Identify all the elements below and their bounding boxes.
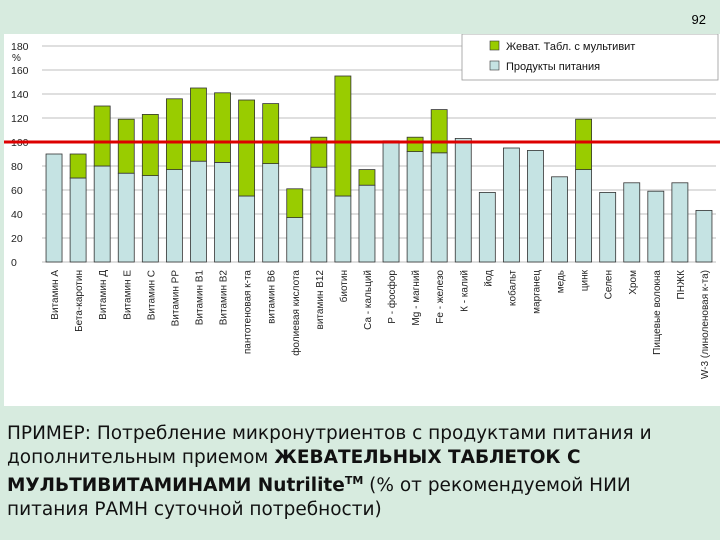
y-tick-label: 80 <box>11 161 23 173</box>
bar-supplement <box>117 118 135 174</box>
x-tick-label: кобальт <box>506 270 518 306</box>
x-tick-label: Витамин В2 <box>219 270 230 326</box>
legend-swatch <box>489 40 500 51</box>
legend-label: Продукты питания <box>506 61 600 73</box>
bar-food <box>623 182 641 263</box>
bar-food <box>430 152 448 263</box>
bar-food <box>454 138 472 263</box>
y-tick-label: 20 <box>11 233 23 245</box>
y-tick-label: 120 <box>11 113 29 125</box>
bar-food <box>406 151 424 263</box>
bar-supplement <box>406 136 424 152</box>
x-tick-label: Хром <box>628 270 639 295</box>
bar-food <box>478 191 496 263</box>
x-tick-label: Витамин А <box>50 270 61 320</box>
bar-food <box>599 191 617 263</box>
bar-supplement <box>286 188 304 219</box>
caption-text-start: ПРИМЕР: Потребление микронутриентов с пр… <box>7 423 652 468</box>
x-tick-label: W-3 (линоленовая к-та) <box>700 270 711 379</box>
bar-food <box>502 147 520 263</box>
y-tick-label: 60 <box>11 185 23 197</box>
bar-supplement <box>93 105 111 167</box>
page-number: 92 <box>691 12 706 27</box>
x-tick-label: витамин В12 <box>315 270 326 330</box>
x-tick-label: Бета-каротин <box>74 270 85 332</box>
x-tick-label: Витамин В1 <box>194 270 205 326</box>
x-tick-label: Пищевые волокна <box>652 270 663 355</box>
bar-food <box>647 190 665 263</box>
x-tick-label: Витамин Д <box>98 270 109 320</box>
bar-food <box>551 176 568 263</box>
bar-food <box>69 177 87 263</box>
x-tick-label: цинк <box>580 269 591 291</box>
bar-food <box>310 166 328 263</box>
bar-food <box>93 165 111 263</box>
bar-supplement <box>190 87 207 162</box>
chart-panel: 020406080100120140160180%Витамин АБета-к… <box>4 34 720 406</box>
bar-food <box>165 169 183 263</box>
caption-product-name: ЖЕВАТЕЛЬНЫХ ТАБЛЕТОК С МУЛЬТИВИТАМИНАМИ … <box>7 447 581 497</box>
bar-food <box>575 169 593 263</box>
bar-supplement <box>430 109 448 154</box>
x-tick-label: биотин <box>338 270 350 302</box>
x-tick-label: Витамин С <box>146 270 157 320</box>
y-tick-label: 140 <box>11 89 29 101</box>
y-tick-label: 160 <box>11 65 29 77</box>
bar-food <box>358 184 376 263</box>
x-tick-label: пантотеновая к-та <box>243 270 254 355</box>
legend-swatch <box>489 60 500 71</box>
bar-food <box>45 153 63 263</box>
x-tick-label: йод <box>483 270 494 287</box>
x-tick-label: Mg - магний <box>411 270 422 326</box>
bar-supplement <box>238 99 256 197</box>
x-tick-label: К - калий <box>459 270 470 312</box>
legend-label: Жеват. Табл. с мультивит <box>506 41 635 53</box>
bar-food <box>286 217 304 263</box>
x-tick-label: Витамин Е <box>122 270 133 320</box>
y-tick-label: 40 <box>11 209 23 221</box>
x-tick-label: медь <box>556 270 567 293</box>
bar-food <box>671 182 689 263</box>
caption-text-end: (% от рекомендуемой НИИ питания РАМН сут… <box>7 475 631 520</box>
bar-supplement <box>310 136 328 168</box>
bar-food <box>334 195 352 263</box>
bar-supplement <box>262 103 280 164</box>
micronutrient-bar-chart: 020406080100120140160180%Витамин АБета-к… <box>4 34 720 379</box>
x-tick-label: Витамин РР <box>170 270 181 327</box>
y-tick-label: 0 <box>11 257 17 269</box>
bar-food <box>527 150 544 263</box>
x-tick-label: фолиевая кислота <box>290 270 302 356</box>
bar-food <box>695 209 713 263</box>
x-tick-label: Fe - железо <box>435 270 446 324</box>
x-tick-label: витамин В6 <box>267 270 278 324</box>
bar-supplement <box>165 98 183 171</box>
bar-supplement <box>575 118 593 170</box>
x-tick-label: марганец <box>531 270 542 314</box>
slide-caption: ПРИМЕР: Потребление микронутриентов с пр… <box>7 422 712 521</box>
bar-food <box>214 161 231 263</box>
bar-supplement <box>141 114 159 177</box>
bar-supplement <box>214 92 231 163</box>
bar-food <box>262 163 280 263</box>
y-tick-label: 180 <box>11 41 29 53</box>
bar-food <box>117 172 135 263</box>
caption-trademark: TM <box>344 474 364 487</box>
x-tick-label: Са - кальций <box>363 270 374 330</box>
bar-supplement <box>358 169 376 186</box>
x-tick-label: Селен <box>604 270 615 299</box>
y-axis-unit: % <box>12 53 21 64</box>
bar-food <box>190 160 207 263</box>
bar-food <box>141 175 159 263</box>
x-tick-label: ПНЖК <box>676 270 687 300</box>
legend-box <box>461 34 719 81</box>
bar-food <box>382 140 400 263</box>
bar-food <box>238 195 256 263</box>
caption-bold-text: ЖЕВАТЕЛЬНЫХ ТАБЛЕТОК С МУЛЬТИВИТАМИНАМИ … <box>7 446 581 497</box>
bar-supplement <box>334 75 352 197</box>
x-tick-label: Р - фосфор <box>386 270 398 324</box>
bar-supplement <box>69 153 87 179</box>
